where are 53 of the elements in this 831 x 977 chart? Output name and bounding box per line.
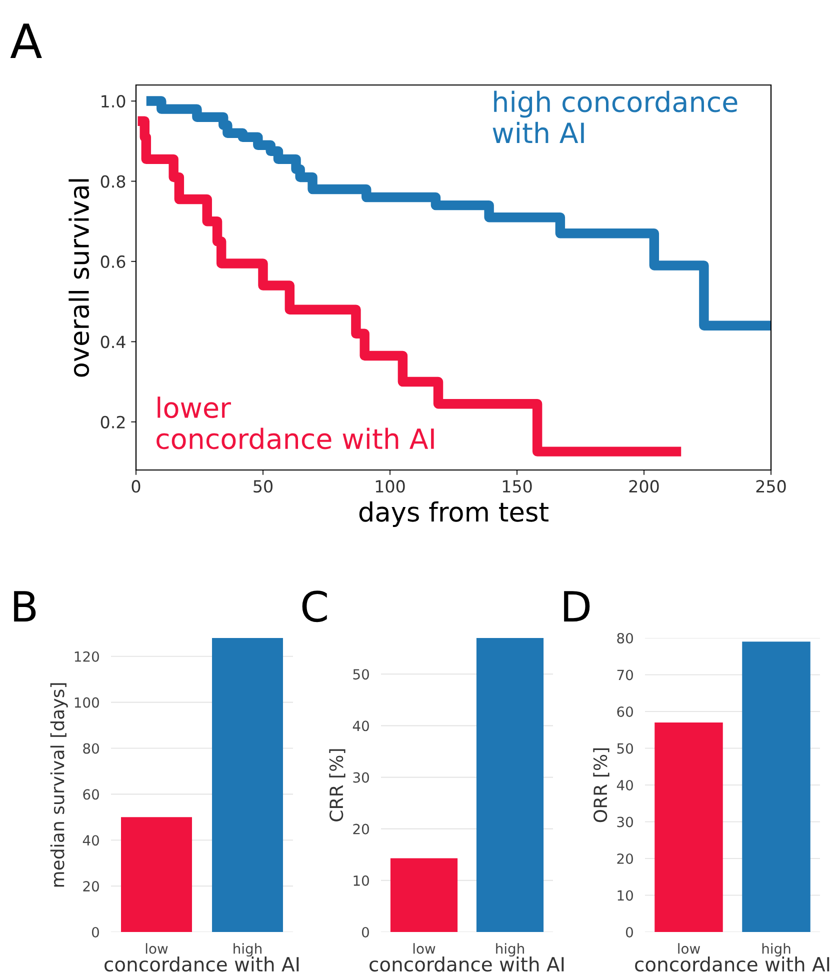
y-tick-label: 0 <box>362 926 369 938</box>
chart-title: D <box>564 591 590 622</box>
y-tick-label: 70 <box>617 670 633 680</box>
y-tick-label: 50 <box>617 743 633 754</box>
x-tick-label: 250 <box>756 480 786 493</box>
series-label: lower concordance with AI <box>156 396 434 450</box>
y-tick-label: 0.6 <box>100 255 126 268</box>
x-axis-title: concordance with AI <box>635 956 830 972</box>
y-tick-label: 40 <box>616 780 633 790</box>
x-tick-label: high <box>496 943 524 957</box>
x-tick-label: 0 <box>132 480 140 493</box>
x-tick-label: 100 <box>376 480 405 493</box>
x-tick-label: 150 <box>502 480 532 493</box>
y-tick-label: 20 <box>617 853 633 864</box>
y-axis-title: ORR [%] <box>593 748 610 822</box>
x-axis-title: concordance with AI <box>370 956 564 972</box>
y-axis-title: median survival [days] <box>50 683 68 887</box>
y-tick-label: 0 <box>626 926 633 938</box>
y-tick-label: 20 <box>83 881 99 892</box>
y-tick-label: 10 <box>354 875 369 886</box>
y-tick-label: 0.4 <box>100 336 126 348</box>
y-tick-label: 60 <box>83 789 99 800</box>
y-tick-label: 30 <box>617 816 633 828</box>
y-tick-label: 0.2 <box>100 416 125 428</box>
y-axis-title: overall survival <box>68 179 90 377</box>
x-tick-label: 50 <box>254 480 272 493</box>
x-tick-label: 200 <box>629 480 659 493</box>
x-axis-title: days from test <box>359 501 548 527</box>
y-tick-label: 0.8 <box>100 175 126 188</box>
y-axis-title: CRR [%] <box>329 749 346 822</box>
x-tick-label: low <box>678 943 700 954</box>
y-tick-label: 120 <box>74 651 99 662</box>
y-tick-label: 50 <box>353 669 369 680</box>
x-tick-label: high <box>234 943 262 957</box>
x-tick-label: low <box>146 943 168 954</box>
y-tick-label: 80 <box>83 743 99 754</box>
y-tick-label: 40 <box>352 720 369 732</box>
chart-title: C <box>302 590 327 622</box>
x-tick-label: high <box>762 943 790 957</box>
y-tick-label: 0 <box>92 926 99 938</box>
text: high concordance with AI <box>492 90 738 143</box>
y-tick-label: 100 <box>74 697 99 708</box>
x-axis-title: concordance with AI <box>104 956 299 972</box>
y-tick-label: 80 <box>617 632 633 644</box>
y-tick-label: 1.0 <box>102 95 126 108</box>
chart-title: A <box>10 24 42 58</box>
x-tick-label: low <box>413 943 436 954</box>
chart-title: B <box>14 591 36 622</box>
y-tick-label: 30 <box>353 772 369 783</box>
y-tick-label: 20 <box>353 824 369 834</box>
y-tick-label: 60 <box>617 706 633 717</box>
y-tick-label: 10 <box>618 890 633 901</box>
y-tick-label: 40 <box>82 835 99 846</box>
